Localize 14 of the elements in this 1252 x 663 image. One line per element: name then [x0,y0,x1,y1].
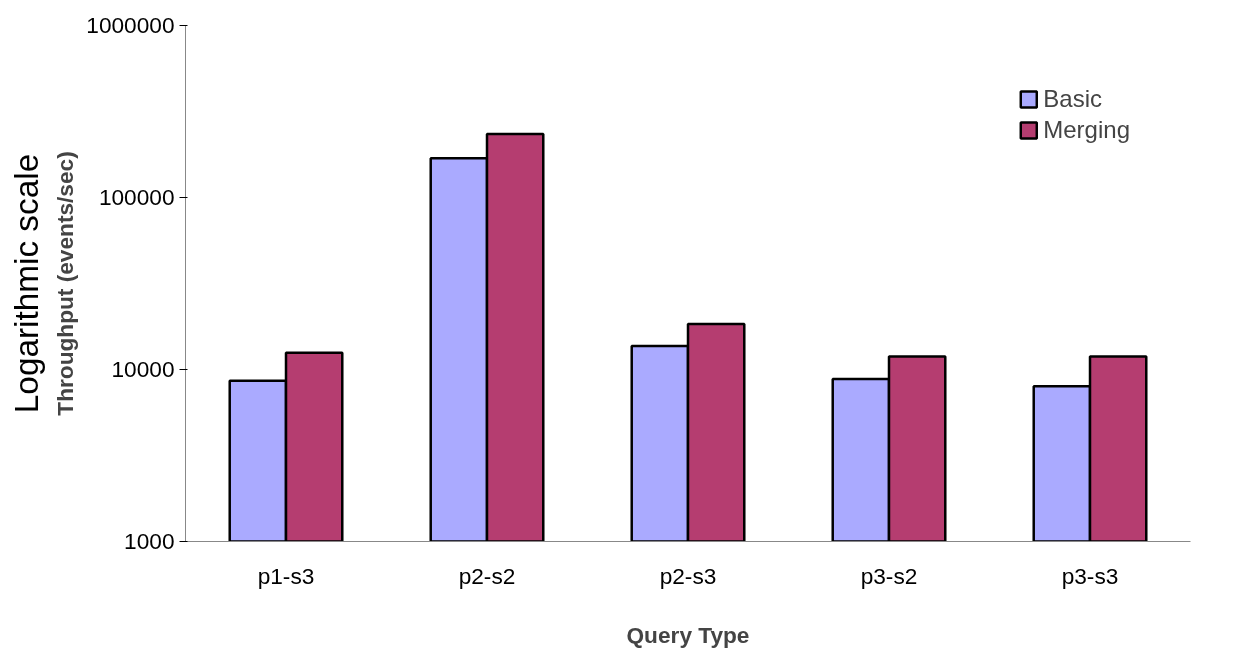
x-tick-label: p2-s2 [458,562,516,589]
x-tick-label: p1-s3 [257,562,315,589]
x-tick-label: p3-s3 [1061,562,1119,589]
y-tick-label: 100000 [98,184,175,210]
x-tick-label: p2-s3 [659,562,717,589]
x-axis-title: Query Type [626,621,750,648]
x-tick-label: p3-s2 [860,562,918,589]
legend-label: Merging [1043,116,1130,144]
y-tick-label: 1000 [124,528,175,554]
legend-label: Basic [1043,85,1102,113]
text: Logarithmic scale [7,153,45,414]
y-axis-title: Throughput (events/sec) [52,151,79,416]
y-tick-label: 1000000 [86,12,175,38]
y-tick-label: 10000 [111,356,175,382]
